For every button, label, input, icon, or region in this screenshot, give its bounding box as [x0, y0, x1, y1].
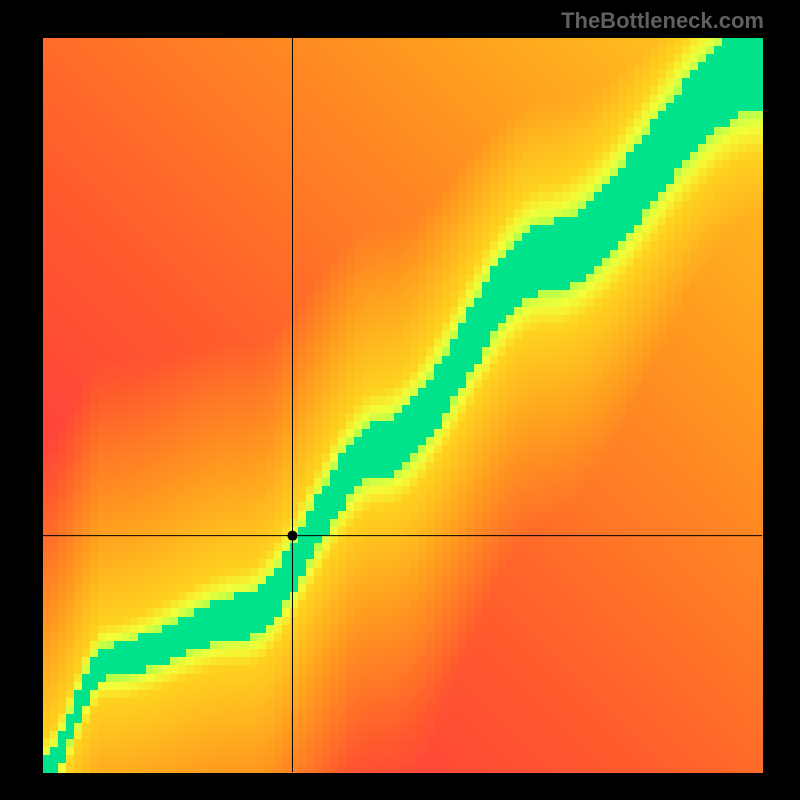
watermark-text: TheBottleneck.com [561, 8, 764, 34]
bottleneck-heatmap [0, 0, 800, 800]
